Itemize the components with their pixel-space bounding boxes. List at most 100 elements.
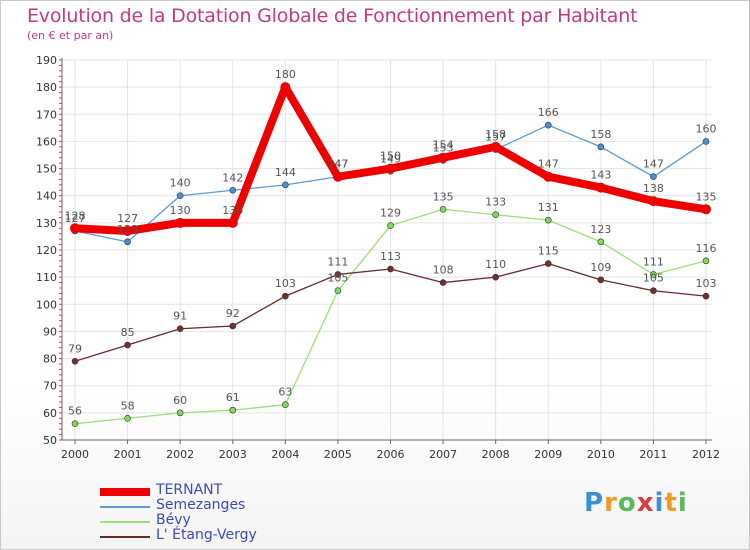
x-tick-label: 2006: [377, 448, 405, 461]
data-point: [71, 420, 79, 428]
data-point: [282, 401, 289, 409]
logo-letter: x: [636, 488, 655, 518]
data-label: 142: [222, 171, 243, 184]
data-label: 123: [590, 223, 611, 236]
data-point: [229, 322, 237, 330]
data-label: 116: [696, 242, 717, 255]
point-ternant: [490, 141, 501, 152]
legend-label: TERNANT: [156, 482, 223, 498]
point-ternant: [70, 223, 80, 234]
data-label: 60: [173, 394, 187, 407]
point-ternant: [122, 226, 133, 236]
data-label: 130: [222, 204, 243, 217]
data-label: 131: [538, 201, 559, 214]
point-ternant: [332, 171, 343, 182]
legend-swatch-etang-vergy: [100, 536, 150, 538]
legend-label: Semezanges: [156, 497, 246, 513]
point-ternant: [543, 171, 554, 182]
x-tick-label: 2001: [114, 448, 142, 461]
data-label: 158: [485, 128, 506, 141]
data-point: [702, 292, 710, 300]
data-point: [439, 279, 447, 286]
data-label: 133: [485, 196, 506, 209]
point-ternant: [280, 82, 291, 93]
chart-subtitle: (en € et par an): [27, 29, 114, 42]
data-label: 105: [327, 272, 348, 285]
y-tick-label: 90: [43, 325, 57, 338]
data-point: [334, 287, 342, 295]
data-label: 61: [226, 391, 240, 404]
data-label: 85: [121, 326, 135, 339]
data-label: 153: [433, 141, 454, 154]
point-ternant: [595, 182, 606, 193]
data-point: [492, 211, 499, 219]
data-label: 150: [380, 150, 401, 163]
y-tick-label: 60: [43, 407, 57, 420]
data-label: 129: [380, 207, 401, 220]
legend-swatch-semezanges: [100, 506, 150, 508]
point-ternant: [701, 204, 711, 215]
y-tick-label: 160: [36, 135, 57, 148]
x-tick-label: 2003: [219, 448, 247, 461]
data-label: 160: [696, 122, 717, 135]
data-label: 147: [538, 158, 559, 171]
data-label: 130: [170, 204, 191, 217]
data-point: [650, 173, 657, 181]
data-label: 135: [696, 190, 717, 203]
x-tick-labels: 2000 2001 2002 2003 2004 2005 2006 2007 2008 2009…: [61, 448, 720, 461]
data-label: 111: [327, 255, 348, 268]
x-tick-label: 2005: [324, 448, 352, 461]
data-label: 110: [485, 258, 506, 271]
x-tick-label: 2000: [61, 448, 89, 461]
data-point: [387, 265, 394, 273]
data-point: [282, 181, 289, 189]
legend-item-semezanges: Semezanges: [100, 497, 350, 514]
data-label: 58: [121, 399, 135, 412]
y-tick-label: 190: [36, 54, 57, 67]
data-label: 92: [226, 307, 240, 320]
data-label: 103: [696, 277, 717, 290]
y-tick-label: 110: [36, 271, 57, 284]
y-tick-label: 150: [36, 163, 57, 176]
data-point: [650, 287, 657, 295]
data-label: 135: [433, 190, 454, 203]
data-point: [544, 121, 552, 129]
data-label: 157: [485, 131, 506, 144]
logo-letter: i: [654, 488, 665, 518]
data-label: 108: [433, 264, 454, 277]
data-point: [544, 260, 552, 267]
data-point: [124, 414, 131, 422]
legend-item-etang-vergy: L' Étang-Vergy: [100, 527, 350, 544]
data-point: [282, 292, 289, 300]
grid-lines: [62, 59, 712, 441]
data-label: 166: [538, 106, 559, 119]
point-ternant: [648, 196, 659, 207]
x-tick-label: 2009: [534, 448, 562, 461]
logo-letter: t: [664, 488, 678, 518]
y-tick-label: 130: [36, 217, 57, 230]
legend: TERNANT Semezanges Bévy L' Étang-Vergy: [100, 482, 350, 544]
data-point: [702, 138, 710, 145]
data-point: [176, 192, 184, 200]
data-label: 158: [590, 128, 611, 141]
data-label: 127: [117, 212, 138, 225]
data-label: 115: [538, 245, 559, 258]
x-tick-label: 2008: [482, 448, 510, 461]
logo-letter: r: [604, 488, 618, 518]
legend-label: L' Étang-Vergy: [156, 527, 257, 543]
data-label: 109: [590, 261, 611, 274]
data-label: 144: [275, 166, 296, 179]
data-label: 138: [643, 182, 664, 195]
data-point: [544, 216, 552, 224]
series-group: [70, 82, 711, 428]
data-point: [124, 341, 131, 349]
data-label: 63: [278, 386, 292, 399]
data-label: 79: [68, 342, 82, 355]
point-ternant: [438, 152, 449, 163]
axes: [59, 58, 712, 444]
data-label: 180: [275, 68, 296, 81]
data-point: [597, 238, 605, 246]
data-point: [124, 238, 131, 246]
